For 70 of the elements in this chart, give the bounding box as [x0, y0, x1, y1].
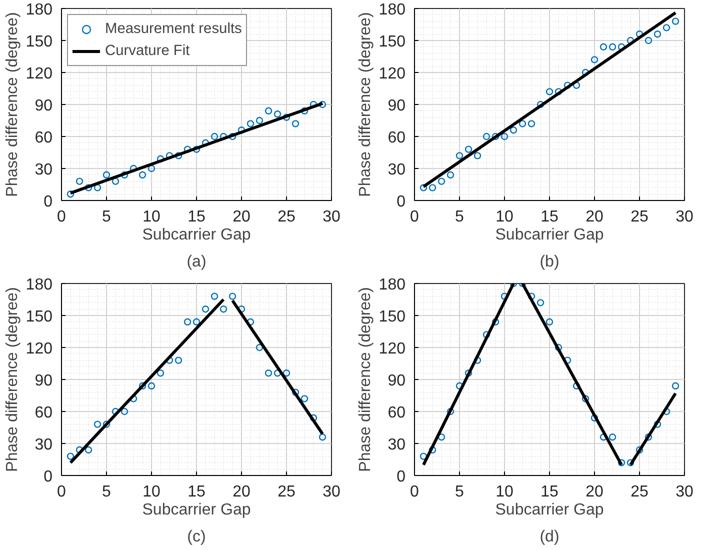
- x-tick-label: 10: [496, 484, 514, 500]
- x-tick-label: 10: [142, 208, 160, 226]
- y-tick-label: 60: [388, 130, 406, 146]
- legend-label: Measurement results: [105, 21, 242, 37]
- x-tick-label: 30: [676, 484, 694, 500]
- y-tick-label: 120: [26, 340, 53, 358]
- x-tick-label: 15: [188, 208, 206, 226]
- text: (d): [540, 528, 560, 546]
- x-tick-label: 25: [630, 484, 648, 500]
- y-tick-label: 30: [388, 162, 406, 178]
- x-tick-label: 20: [232, 208, 250, 226]
- y-tick-label: 150: [26, 308, 53, 326]
- x-tick-label: 0: [410, 208, 420, 226]
- y-axis-title: Phase difference (degree): [4, 287, 21, 472]
- y-tick-label: 30: [34, 162, 53, 178]
- x-tick-label: 15: [188, 484, 206, 500]
- y-tick-label: 180: [378, 2, 406, 18]
- x-tick-label: 30: [676, 208, 694, 226]
- x-tick-label: 10: [496, 208, 514, 226]
- y-tick-label: 150: [378, 34, 406, 50]
- y-tick-label: 90: [34, 98, 53, 114]
- x-tick-label: 25: [278, 484, 296, 500]
- legend-label: Curvature Fit: [105, 43, 190, 59]
- y-tick-label: 0: [396, 468, 406, 486]
- x-axis-title: Subcarrier Gap: [495, 226, 604, 244]
- y-tick-label: 120: [26, 66, 53, 82]
- y-tick-label: 90: [388, 372, 406, 390]
- y-axis-title: Phase difference (degree): [356, 287, 374, 472]
- x-tick-label: 5: [102, 484, 112, 500]
- y-tick-label: 30: [34, 436, 53, 454]
- x-tick-label: 0: [57, 208, 66, 226]
- y-tick-label: 0: [396, 194, 406, 210]
- y-tick-label: 180: [378, 276, 406, 294]
- y-tick-label: 150: [378, 308, 406, 326]
- y-axis-title: Phase difference (degree): [356, 12, 374, 197]
- x-tick-label: 15: [540, 484, 558, 500]
- x-tick-label: 5: [102, 208, 112, 226]
- y-tick-label: 30: [388, 436, 406, 454]
- y-axis-title: Phase difference (degree): [4, 12, 21, 197]
- y-tick-label: 120: [378, 340, 406, 358]
- x-tick-label: 15: [540, 208, 558, 226]
- x-tick-label: 0: [410, 484, 420, 500]
- text: (c): [187, 528, 206, 546]
- x-tick-label: 20: [586, 208, 604, 226]
- y-tick-label: 60: [34, 130, 53, 146]
- y-tick-label: 60: [34, 404, 53, 422]
- x-tick-label: 30: [322, 208, 340, 226]
- x-tick-label: 30: [322, 484, 340, 500]
- y-tick-label: 0: [44, 194, 53, 210]
- x-tick-label: 25: [630, 208, 648, 226]
- x-tick-label: 0: [57, 484, 66, 500]
- y-tick-label: 180: [26, 276, 53, 294]
- x-axis-title: Subcarrier Gap: [495, 502, 604, 518]
- x-tick-label: 20: [232, 484, 250, 500]
- x-tick-label: 10: [142, 484, 160, 500]
- x-tick-label: 20: [586, 484, 604, 500]
- y-tick-label: 90: [34, 372, 53, 390]
- text: (a): [186, 254, 206, 270]
- x-axis-title: Subcarrier Gap: [142, 502, 251, 518]
- y-tick-label: 180: [26, 2, 53, 18]
- x-tick-label: 5: [455, 484, 464, 500]
- x-tick-label: 25: [278, 208, 296, 226]
- y-tick-label: 120: [378, 66, 406, 82]
- x-axis-title: Subcarrier Gap: [142, 226, 251, 244]
- y-tick-label: 150: [26, 34, 53, 50]
- x-tick-label: 5: [455, 208, 464, 226]
- y-tick-label: 60: [388, 404, 406, 422]
- text: (b): [540, 254, 560, 270]
- y-tick-label: 0: [44, 468, 53, 486]
- y-tick-label: 90: [388, 98, 406, 114]
